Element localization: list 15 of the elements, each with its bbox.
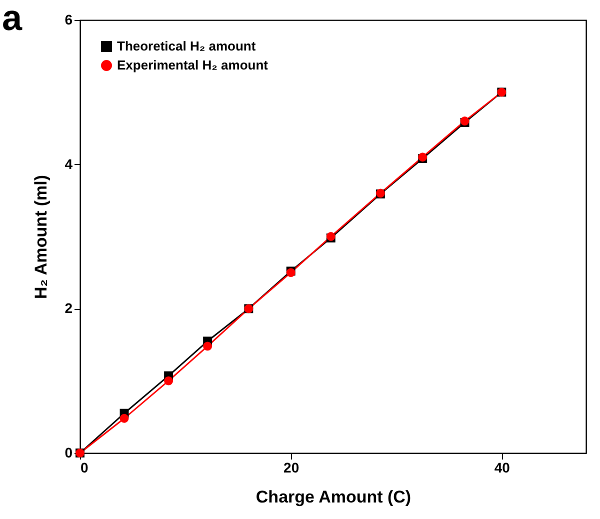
x-tick-label: 40: [494, 460, 510, 476]
point: [164, 376, 174, 386]
y-axis-title: H₂ Amount (ml): [32, 174, 51, 300]
x-tick-label: 0: [80, 460, 88, 476]
legend-label: Theoretical H₂ amount: [117, 38, 256, 54]
point: [120, 414, 129, 423]
y-tick-label: 0: [64, 444, 73, 460]
text: a: [2, 0, 23, 38]
x-tick-label: 20: [284, 460, 300, 476]
legend-label: Experimental H₂ amount: [117, 58, 269, 72]
x-axis-title: Charge Amount (C): [256, 488, 412, 506]
y-tick-label: 4: [64, 156, 73, 172]
point: [203, 342, 212, 351]
y-tick-label: 6: [64, 12, 73, 28]
y-tick-label: 2: [64, 300, 73, 316]
